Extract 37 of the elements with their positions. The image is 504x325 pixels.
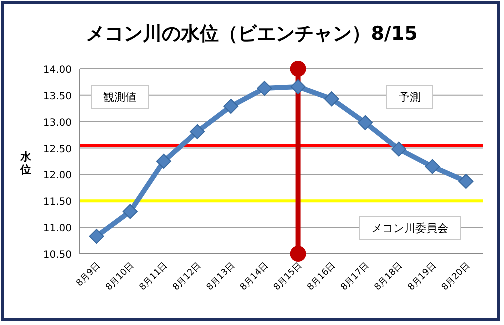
y-tick-label: 13.00 bbox=[43, 118, 72, 129]
x-tick-label: 8月16日 bbox=[306, 261, 338, 294]
x-tick-label: 8月18日 bbox=[373, 261, 406, 294]
x-tick-label: 8月19日 bbox=[406, 261, 439, 294]
point bbox=[425, 159, 440, 174]
point bbox=[89, 229, 104, 244]
point bbox=[290, 79, 306, 94]
y-tick-label: 13.50 bbox=[43, 91, 72, 102]
point bbox=[122, 204, 138, 220]
y-tick-label: 12.50 bbox=[43, 144, 72, 156]
point bbox=[458, 174, 474, 190]
x-tick-label: 8月12日 bbox=[172, 261, 204, 294]
point bbox=[358, 115, 373, 130]
x-tick-label: 8月9日 bbox=[75, 261, 103, 289]
x-tick-label: 8月11日 bbox=[138, 261, 170, 294]
annotation: 観測値 bbox=[104, 91, 136, 104]
x-tick-label: 8月13日 bbox=[205, 261, 238, 294]
x-tick-label: 8月10日 bbox=[104, 261, 136, 294]
x-tick-label: 8月20日 bbox=[440, 261, 472, 294]
x-tick-label: 8月15日 bbox=[272, 261, 304, 294]
y-tick-label: 11.00 bbox=[43, 224, 72, 235]
y-axis-title: 水位 bbox=[20, 150, 32, 176]
point bbox=[257, 81, 272, 96]
chart-title: メコン川の水位（ビエンチャン）8/15 bbox=[86, 23, 418, 45]
point bbox=[324, 92, 340, 107]
annotation: 予測 bbox=[399, 91, 421, 104]
point bbox=[156, 154, 172, 169]
x-tick-label: 8月14日 bbox=[238, 261, 271, 294]
point bbox=[190, 124, 206, 140]
y-tick-label: 14.00 bbox=[43, 65, 72, 76]
point bbox=[392, 142, 407, 157]
point bbox=[224, 99, 239, 114]
annotation: メコン川委員会 bbox=[372, 222, 448, 235]
y-tick-label: 10.50 bbox=[43, 250, 72, 261]
y-tick-label: 12.00 bbox=[43, 170, 72, 182]
y-tick-label: 11.50 bbox=[43, 197, 72, 208]
x-tick-label: 8月17日 bbox=[340, 261, 372, 294]
